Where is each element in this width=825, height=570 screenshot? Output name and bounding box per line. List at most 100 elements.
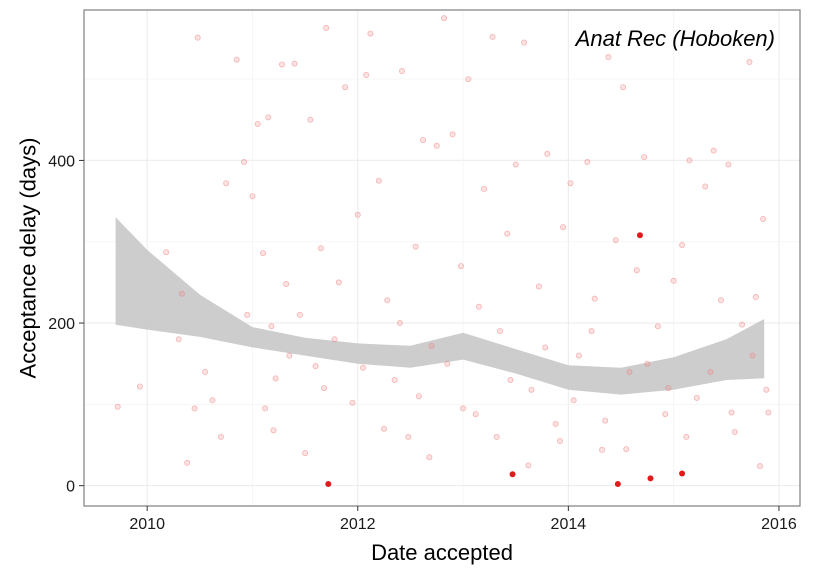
- data-point: [544, 150, 551, 157]
- x-tick-label: 2010: [129, 516, 165, 533]
- data-point: [278, 61, 285, 68]
- data-point: [641, 154, 648, 161]
- data-point: [233, 56, 240, 63]
- x-axis-title: Date accepted: [371, 540, 513, 565]
- highlighted-data-point: [636, 232, 643, 239]
- data-point: [391, 376, 398, 383]
- data-point: [654, 323, 661, 330]
- data-point: [321, 385, 328, 392]
- data-point: [396, 320, 403, 327]
- data-point: [335, 279, 342, 286]
- faint-points-layer: [114, 15, 772, 470]
- data-point: [428, 342, 435, 349]
- y-axis-title: Acceptance delay (days): [16, 138, 41, 379]
- data-point: [367, 30, 374, 37]
- data-point: [489, 33, 496, 40]
- data-point: [472, 411, 479, 418]
- data-point: [209, 397, 216, 404]
- data-point: [441, 15, 448, 22]
- data-point: [556, 437, 563, 444]
- y-tick-label: 400: [48, 153, 75, 170]
- data-point: [244, 311, 251, 318]
- data-point: [363, 72, 370, 79]
- data-point: [746, 59, 753, 66]
- data-point: [291, 60, 298, 67]
- data-point: [412, 243, 419, 250]
- highlighted-data-point: [325, 481, 332, 488]
- highlighted-data-point: [614, 481, 621, 488]
- data-point: [612, 237, 619, 244]
- data-point: [718, 297, 725, 304]
- data-point: [707, 368, 714, 375]
- data-point: [535, 283, 542, 290]
- data-point: [444, 360, 451, 367]
- data-point: [665, 385, 672, 392]
- data-point: [683, 433, 690, 440]
- data-point: [552, 420, 559, 427]
- data-point: [504, 230, 511, 237]
- data-point: [349, 399, 356, 406]
- data-point: [739, 321, 746, 328]
- data-point: [178, 290, 185, 297]
- data-point: [605, 54, 612, 61]
- data-point: [725, 161, 732, 168]
- data-point: [433, 142, 440, 149]
- data-point: [398, 67, 405, 74]
- data-point: [265, 114, 272, 121]
- data-point: [317, 245, 324, 252]
- data-point: [765, 409, 772, 416]
- data-point: [521, 39, 528, 46]
- data-point: [381, 425, 388, 432]
- data-point: [312, 363, 319, 370]
- data-point: [752, 294, 759, 301]
- data-point: [575, 352, 582, 359]
- highlighted-data-point: [509, 471, 516, 478]
- data-point: [602, 417, 609, 424]
- data-point: [191, 405, 198, 412]
- data-point: [354, 211, 361, 218]
- highlighted-data-point: [679, 470, 686, 477]
- data-point: [626, 368, 633, 375]
- confidence-ribbon: [115, 217, 765, 395]
- data-point: [731, 429, 738, 436]
- data-point: [449, 131, 456, 138]
- data-point: [223, 180, 230, 187]
- x-axis-ticks: 2010 2012 2014 2016: [129, 506, 797, 533]
- smooth-ribbon-layer: [115, 217, 765, 395]
- x-tick-label: 2016: [761, 516, 797, 533]
- data-point: [465, 76, 472, 83]
- data-point: [702, 183, 709, 190]
- data-point: [481, 185, 488, 192]
- data-point: [620, 84, 627, 91]
- data-point: [420, 137, 427, 144]
- data-point: [375, 177, 382, 184]
- x-tick-label: 2014: [551, 516, 587, 533]
- minor-gridlines: [84, 10, 800, 506]
- data-point: [507, 376, 514, 383]
- data-point: [217, 433, 224, 440]
- data-point: [270, 427, 277, 434]
- data-point: [342, 84, 349, 91]
- data-point: [599, 446, 606, 453]
- data-point: [202, 368, 209, 375]
- data-point: [194, 34, 201, 41]
- data-point: [460, 405, 467, 412]
- data-point: [591, 295, 598, 302]
- data-point: [542, 344, 549, 351]
- data-point: [512, 161, 519, 168]
- data-point: [493, 433, 500, 440]
- data-point: [623, 446, 630, 453]
- x-tick-label: 2012: [340, 516, 376, 533]
- data-point: [283, 281, 290, 288]
- data-point: [114, 403, 121, 410]
- y-tick-label: 0: [66, 479, 75, 496]
- data-point: [749, 352, 756, 359]
- data-point: [570, 397, 577, 404]
- data-point: [175, 336, 182, 343]
- y-axis-ticks: 0 200 400: [48, 153, 84, 496]
- journal-annotation: Anat Rec (Hoboken): [574, 26, 775, 51]
- data-point: [475, 303, 482, 310]
- data-point: [457, 263, 464, 270]
- data-point: [633, 267, 640, 274]
